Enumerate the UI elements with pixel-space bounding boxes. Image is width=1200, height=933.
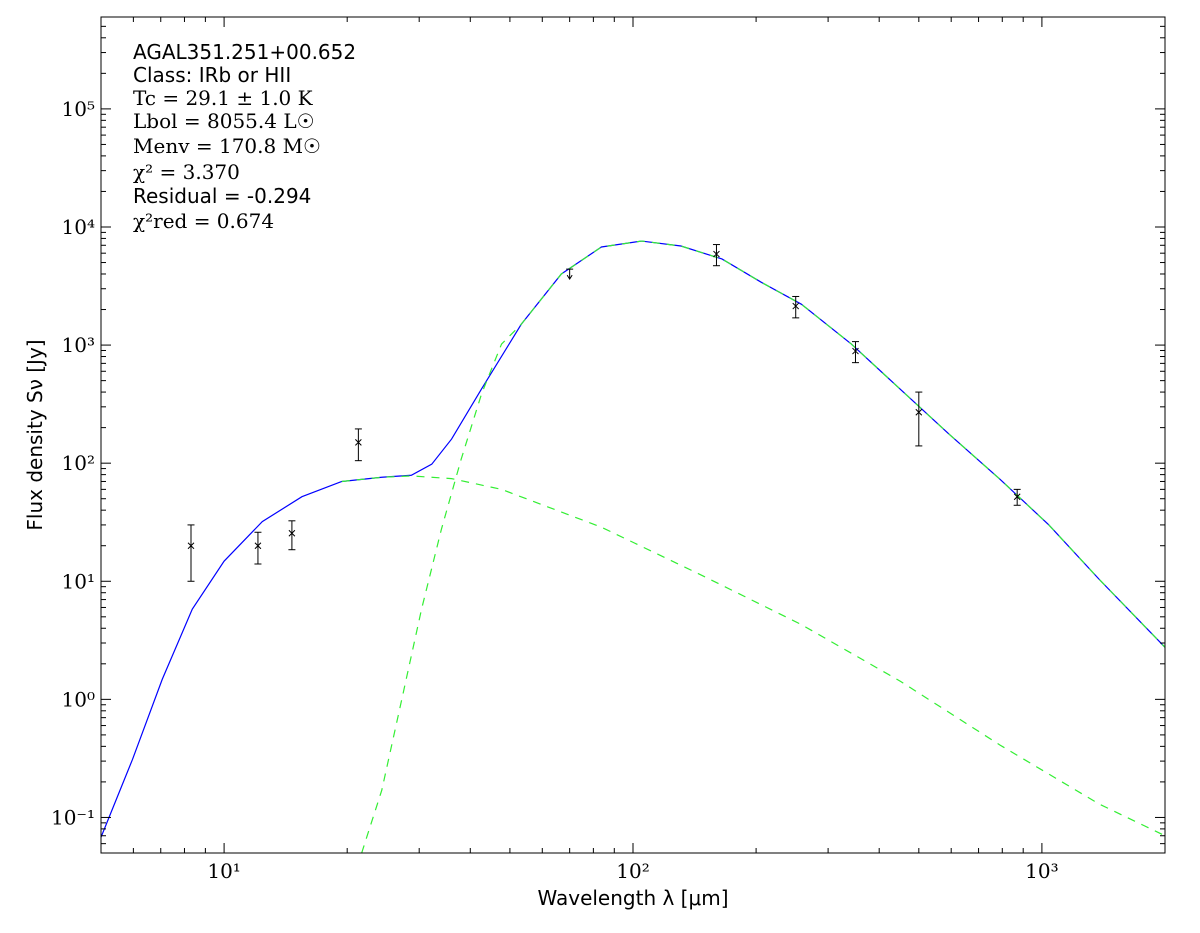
annotation: AGAL351.251+00.652 xyxy=(133,40,356,64)
annotation: Tc = 29.1 ± 1.0 K xyxy=(133,86,314,110)
data-point xyxy=(1013,493,1021,501)
annotation: χ²red = 0.674 xyxy=(133,209,274,233)
y-tick-label: 10⁴ xyxy=(62,215,95,239)
data-point xyxy=(915,408,923,416)
y-tick-label: 10⁻¹ xyxy=(51,805,95,829)
annotation: Lbol = 8055.4 L☉ xyxy=(133,109,315,133)
data-point xyxy=(187,542,195,550)
y-tick-label: 10² xyxy=(62,451,95,475)
annotation: χ² = 3.370 xyxy=(133,160,240,184)
x-tick-label: 10² xyxy=(616,859,649,883)
annotation: Residual = -0.294 xyxy=(133,184,311,208)
x-tick-label: 10¹ xyxy=(207,859,240,883)
data-point xyxy=(355,439,362,446)
plot-area xyxy=(101,240,1165,853)
annotation: Menv = 170.8 M☉ xyxy=(133,134,321,158)
model-curve xyxy=(341,475,1165,837)
x-axis-label: Wavelength λ [μm] xyxy=(537,886,728,910)
annotation: Class: IRb or HII xyxy=(133,63,291,87)
data-point xyxy=(792,302,800,310)
model-curve xyxy=(361,240,1165,853)
y-axis-label: Flux density Sν [Jy] xyxy=(23,339,47,530)
data-point xyxy=(713,250,720,258)
y-tick-label: 10⁰ xyxy=(62,687,95,711)
data-point xyxy=(288,529,296,537)
y-tick-label: 10³ xyxy=(62,333,95,357)
data-point xyxy=(254,542,262,550)
upper-limit xyxy=(566,268,574,281)
x-tick-label: 10³ xyxy=(1025,859,1058,883)
data-point xyxy=(852,347,859,355)
y-tick-label: 10⁵ xyxy=(62,97,95,121)
y-tick-label: 10¹ xyxy=(62,569,95,593)
